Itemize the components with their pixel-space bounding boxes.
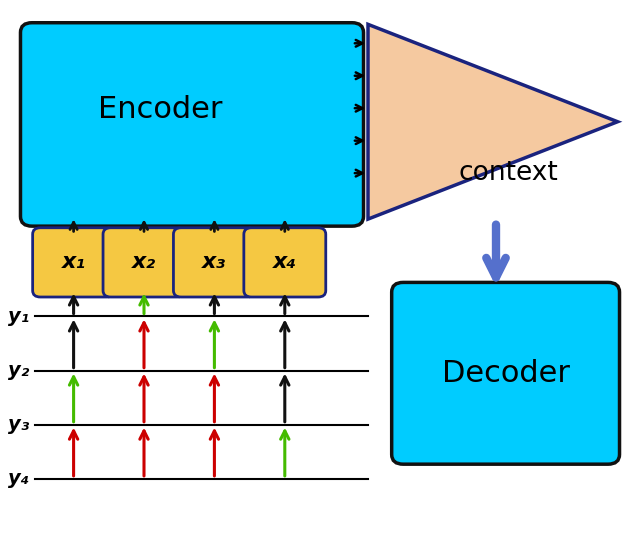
Text: x₁: x₁ xyxy=(61,253,86,272)
FancyBboxPatch shape xyxy=(173,228,255,297)
FancyBboxPatch shape xyxy=(392,282,620,464)
FancyBboxPatch shape xyxy=(244,228,326,297)
Text: x₂: x₂ xyxy=(132,253,156,272)
FancyBboxPatch shape xyxy=(33,228,115,297)
Text: y₃: y₃ xyxy=(8,415,29,434)
Text: y₂: y₂ xyxy=(8,361,29,380)
Text: y₁: y₁ xyxy=(8,307,29,326)
FancyBboxPatch shape xyxy=(20,23,364,226)
Text: y₄: y₄ xyxy=(8,469,29,489)
Text: x₄: x₄ xyxy=(273,253,297,272)
Text: x₃: x₃ xyxy=(202,253,227,272)
Text: context: context xyxy=(459,160,559,186)
Polygon shape xyxy=(368,24,618,219)
FancyBboxPatch shape xyxy=(103,228,185,297)
Text: Encoder: Encoder xyxy=(98,95,222,124)
Text: Decoder: Decoder xyxy=(442,359,570,388)
